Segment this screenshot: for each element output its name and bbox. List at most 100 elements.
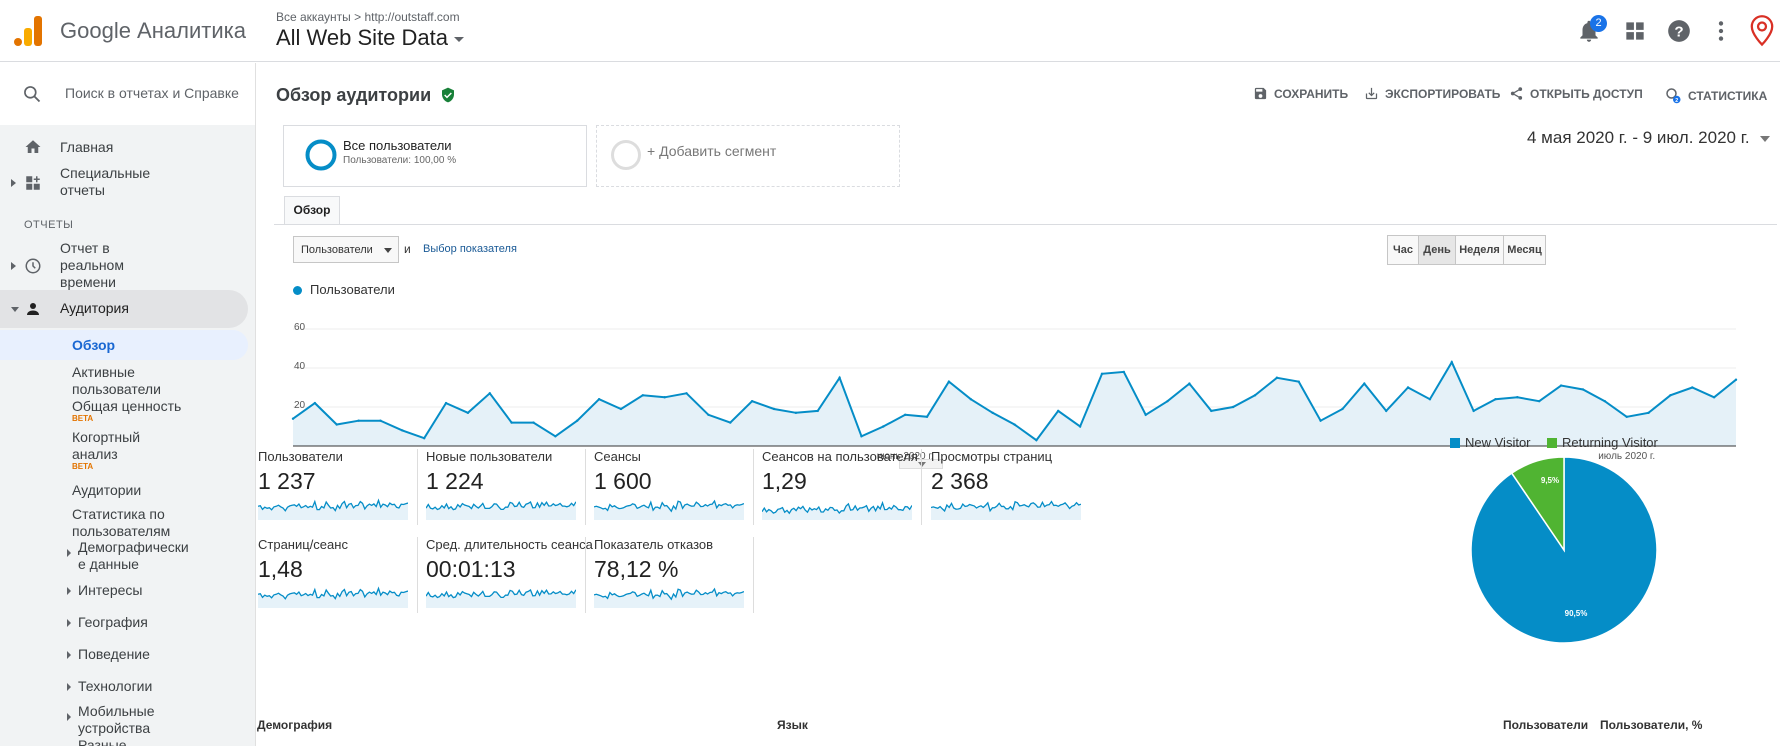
data-point[interactable] <box>532 421 535 424</box>
data-point[interactable] <box>1100 372 1104 376</box>
data-point[interactable] <box>685 392 688 395</box>
data-point[interactable] <box>1691 386 1694 389</box>
date-range-picker[interactable]: 4 мая 2020 г. - 9 июл. 2020 г. <box>1527 128 1770 148</box>
data-point[interactable] <box>750 399 754 403</box>
data-point[interactable] <box>1734 378 1738 381</box>
product-name[interactable]: Google Аналитика <box>60 18 246 43</box>
data-point[interactable] <box>1013 423 1016 426</box>
location-pin-icon[interactable] <box>1748 14 1776 48</box>
data-point[interactable] <box>1559 384 1563 387</box>
data-point[interactable] <box>1450 360 1453 364</box>
period-day-button[interactable]: День <box>1418 235 1456 265</box>
data-point[interactable] <box>1363 382 1366 385</box>
data-point[interactable] <box>1319 419 1322 422</box>
data-point[interactable] <box>1406 386 1410 389</box>
data-point[interactable] <box>1166 399 1169 403</box>
data-point[interactable] <box>1494 398 1497 401</box>
sidebar-item-overview[interactable]: Обзор <box>0 330 248 360</box>
data-point[interactable] <box>1078 425 1082 428</box>
breadcrumb-account[interactable]: http://outstaff.com <box>364 10 460 24</box>
breadcrumb-accounts[interactable]: Все аккаунты <box>276 10 351 24</box>
data-point[interactable] <box>1275 376 1279 379</box>
data-point[interactable] <box>860 435 863 438</box>
data-point[interactable] <box>641 394 645 397</box>
period-month-button[interactable]: Месяц <box>1503 235 1546 265</box>
sidebar-item-home[interactable]: Главная <box>0 132 255 162</box>
more-vert-icon[interactable] <box>1708 18 1734 44</box>
data-point[interactable] <box>1210 409 1213 413</box>
property-selector[interactable]: All Web Site Data <box>276 25 465 51</box>
data-point[interactable] <box>663 396 666 399</box>
insights-button[interactable]: 2 СТАТИСТИКА <box>1664 86 1767 104</box>
metric-card[interactable]: Показатель отказов 78,12 % <box>594 537 762 608</box>
sidebar-search[interactable]: Поиск в отчетах и Справке <box>0 63 255 125</box>
data-point[interactable] <box>772 407 776 411</box>
metric-card[interactable]: Пользователи 1 237 <box>258 449 426 520</box>
data-point[interactable] <box>1253 394 1257 397</box>
data-point[interactable] <box>444 401 448 405</box>
sidebar-item-demographics[interactable]: Демографически е данные <box>67 539 189 573</box>
data-point[interactable] <box>313 401 317 405</box>
data-point[interactable] <box>816 409 819 413</box>
data-point[interactable] <box>1581 388 1585 391</box>
visitor-type-pie-chart[interactable]: 90,5% 9,5% <box>1469 455 1659 645</box>
data-point[interactable] <box>488 392 491 395</box>
analytics-logo-icon[interactable] <box>14 16 44 46</box>
data-point[interactable] <box>335 423 338 426</box>
data-point[interactable] <box>1144 413 1147 416</box>
apps-icon[interactable] <box>1622 18 1648 44</box>
data-point[interactable] <box>1538 399 1541 403</box>
data-point[interactable] <box>554 435 557 438</box>
share-button[interactable]: ОТКРЫТЬ ДОСТУП <box>1509 86 1643 101</box>
data-point[interactable] <box>576 419 579 422</box>
sidebar-item-custom-reports[interactable]: Специальные отчеты <box>0 163 255 203</box>
data-point[interactable] <box>969 398 972 401</box>
data-point[interactable] <box>510 421 513 424</box>
sidebar-item-audience[interactable]: Аудитория <box>0 290 248 328</box>
tab-overview[interactable]: Обзор <box>284 196 340 224</box>
choose-metric-link[interactable]: Выбор показателя <box>423 243 517 255</box>
data-point[interactable] <box>1516 396 1519 399</box>
pie-slice-returning-visitor[interactable] <box>1510 456 1565 553</box>
data-point[interactable] <box>794 411 798 415</box>
metric-select[interactable]: Пользователи <box>293 236 399 263</box>
data-point[interactable] <box>991 411 994 415</box>
breadcrumb[interactable]: Все аккаунты > http://outstaff.com <box>276 10 460 24</box>
data-point[interactable] <box>1669 394 1672 397</box>
data-point[interactable] <box>947 380 951 383</box>
metric-card[interactable]: Сеансы 1 600 <box>594 449 762 520</box>
data-point[interactable] <box>1231 405 1235 409</box>
sidebar-item-audiences[interactable]: Аудитории <box>72 482 142 498</box>
data-point[interactable] <box>882 425 885 428</box>
data-point[interactable] <box>925 415 929 418</box>
data-point[interactable] <box>1472 409 1475 413</box>
metric-card[interactable]: Сред. длительность сеанса 00:01:13 <box>426 537 594 608</box>
period-hour-button[interactable]: Час <box>1387 235 1419 265</box>
data-point[interactable] <box>379 419 382 422</box>
data-point[interactable] <box>1712 396 1716 399</box>
data-point[interactable] <box>729 421 732 424</box>
sidebar-item-mobile[interactable]: Мобильные устройства Разные <box>67 703 155 746</box>
sidebar-item-lifetime-value[interactable]: Общая ценность BETA <box>72 398 181 423</box>
data-point[interactable] <box>1384 409 1388 413</box>
data-point[interactable] <box>1625 415 1628 418</box>
export-button[interactable]: ЭКСПОРТИРОВАТЬ <box>1364 86 1500 101</box>
data-point[interactable] <box>1647 411 1650 415</box>
sidebar-item-realtime[interactable]: Отчет в реальном времени <box>0 238 255 294</box>
sidebar-item-technology[interactable]: Технологии <box>67 678 152 695</box>
data-point[interactable] <box>1428 398 1432 401</box>
data-point[interactable] <box>597 398 601 401</box>
users-line-chart[interactable]: 60 40 20 июнь 2020 г. июль 2020 г. <box>257 299 1780 459</box>
data-point[interactable] <box>466 411 470 415</box>
data-point[interactable] <box>291 417 295 420</box>
sidebar-item-active-users[interactable]: Активные пользователи <box>72 364 161 398</box>
data-point[interactable] <box>1188 382 1191 385</box>
data-point[interactable] <box>357 419 360 422</box>
metric-card[interactable]: Просмотры страниц 2 368 <box>931 449 1099 520</box>
data-point[interactable] <box>1035 438 1038 442</box>
data-point[interactable] <box>401 429 404 432</box>
data-point[interactable] <box>619 407 623 411</box>
segment-all-users[interactable]: Все пользователи Пользователи: 100,00 % <box>283 125 587 187</box>
data-point[interactable] <box>903 413 907 416</box>
data-point[interactable] <box>1297 380 1300 383</box>
